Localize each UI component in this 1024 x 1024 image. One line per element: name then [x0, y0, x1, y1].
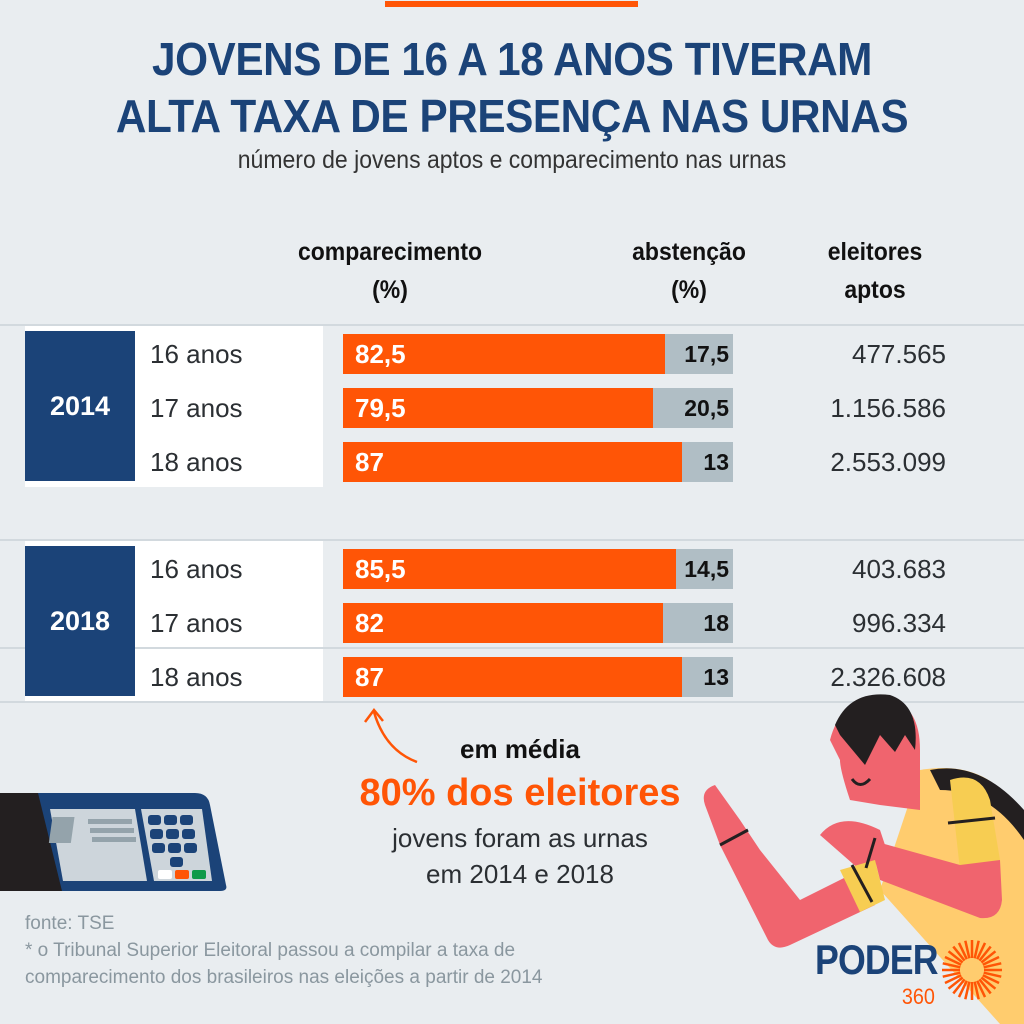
- callout-line2: em 2014 e 2018: [426, 859, 614, 889]
- column-header-abstention-line2: (%): [671, 276, 707, 304]
- logo-wordmark: PODER: [815, 936, 939, 983]
- column-header-attendance-line2: (%): [372, 276, 408, 304]
- abstention-value-label: 14,5: [684, 556, 729, 582]
- callout-highlight: 80% dos eleitores: [359, 772, 681, 814]
- sunburst-ray: [983, 971, 1002, 978]
- subtitle: número de jovens aptos e comparecimento …: [237, 146, 787, 174]
- age-label: 17 anos: [150, 608, 243, 638]
- eligible-voters-value: 2.326.608: [830, 662, 946, 692]
- sunburst-ray: [973, 940, 980, 959]
- attendance-value-label: 87: [355, 447, 384, 477]
- sunburst-ray: [957, 980, 968, 998]
- sunburst-ray: [944, 974, 962, 985]
- sunburst-ray: [947, 950, 964, 964]
- sunburst-ray: [952, 978, 966, 995]
- divider-line: [0, 324, 1024, 326]
- sunburst-ray: [976, 942, 987, 960]
- sunburst-ray: [942, 971, 961, 978]
- sunburst-ray: [978, 978, 992, 995]
- column-header-voters: eleitores aptos: [806, 233, 944, 309]
- sunburst-ray: [947, 976, 964, 990]
- sunburst-ray: [942, 962, 961, 969]
- sunburst-ray: [983, 962, 1002, 969]
- source-text: fonte: TSE: [25, 913, 115, 934]
- age-label: 18 anos: [150, 447, 243, 477]
- person-pointing-illustration: [703, 694, 1024, 1024]
- sunburst-ray: [952, 945, 966, 962]
- sunburst-ray: [982, 974, 1000, 985]
- column-header-voters-line2: aptos: [844, 276, 906, 304]
- title-line-2: ALTA TAXA DE PRESENÇA NAS URNAS: [115, 90, 909, 142]
- attendance-value-label: 85,5: [355, 554, 406, 584]
- column-header-abstention-line1: abstenção: [632, 238, 746, 266]
- eligible-voters-value: 1.156.586: [830, 393, 946, 423]
- top-accent-bar: [385, 1, 638, 7]
- sunburst-ray: [980, 950, 997, 964]
- age-label: 16 anos: [150, 339, 243, 369]
- attendance-bar: 85,5: [343, 549, 677, 589]
- sunburst-ray: [973, 981, 980, 1000]
- sunburst-ray: [957, 942, 968, 960]
- sunburst-ray: [980, 976, 997, 990]
- sunburst-ray: [982, 955, 1000, 966]
- column-header-abstention: abstenção (%): [618, 233, 760, 309]
- sunburst-ray: [964, 981, 971, 1000]
- callout-line1: jovens foram as urnas: [392, 823, 648, 853]
- sunburst-ray: [964, 940, 971, 959]
- eligible-voters-value: 477.565: [852, 339, 946, 369]
- year-label-2018: 2018: [25, 546, 135, 696]
- abstention-value-label: 13: [703, 664, 729, 690]
- attendance-value-label: 82,5: [355, 339, 406, 369]
- column-header-attendance-line1: comparecimento: [297, 238, 483, 266]
- voting-machine-illustration: [0, 793, 227, 891]
- note-line-2: comparecimento dos brasileiros nas eleiç…: [25, 967, 543, 988]
- abstention-value-label: 18: [703, 610, 729, 636]
- attendance-bar: 87: [343, 442, 683, 482]
- note-line-1: * o Tribunal Superior Eleitoral passou a…: [25, 940, 516, 961]
- attendance-value-label: 87: [355, 662, 384, 692]
- attendance-bar: 82,5: [343, 334, 665, 374]
- age-label: 18 anos: [150, 662, 243, 692]
- logo-number: 360: [901, 984, 935, 1009]
- divider-line: [0, 647, 1024, 649]
- divider-line: [0, 539, 1024, 541]
- sun-burst-logo-icon: [942, 940, 1002, 1000]
- attendance-bar: 79,5: [343, 388, 654, 428]
- attendance-bar: 82: [343, 603, 663, 643]
- eligible-voters-value: 2.553.099: [830, 447, 946, 477]
- sunburst-ray: [978, 945, 992, 962]
- title-line-1: JOVENS DE 16 A 18 ANOS TIVERAM: [152, 33, 872, 85]
- attendance-bar: 87: [343, 657, 683, 697]
- abstention-value-label: 17,5: [684, 341, 729, 367]
- sunburst-ray: [976, 980, 987, 998]
- abstention-value-label: 20,5: [684, 395, 729, 421]
- age-label: 17 anos: [150, 393, 243, 423]
- year-label-2014: 2014: [25, 331, 135, 481]
- eligible-voters-value: 403.683: [852, 554, 946, 584]
- attendance-value-label: 79,5: [355, 393, 406, 423]
- age-label: 16 anos: [150, 554, 243, 584]
- column-header-voters-line1: eleitores: [827, 238, 923, 266]
- column-header-attendance: comparecimento (%): [280, 233, 501, 309]
- divider-line: [0, 701, 1024, 703]
- attendance-value-label: 82: [355, 608, 384, 638]
- eligible-voters-value: 996.334: [852, 608, 946, 638]
- abstention-value-label: 13: [703, 449, 729, 475]
- curved-arrow-icon: [364, 707, 418, 764]
- sunburst-ray: [944, 955, 962, 966]
- callout-lead: em média: [460, 734, 580, 764]
